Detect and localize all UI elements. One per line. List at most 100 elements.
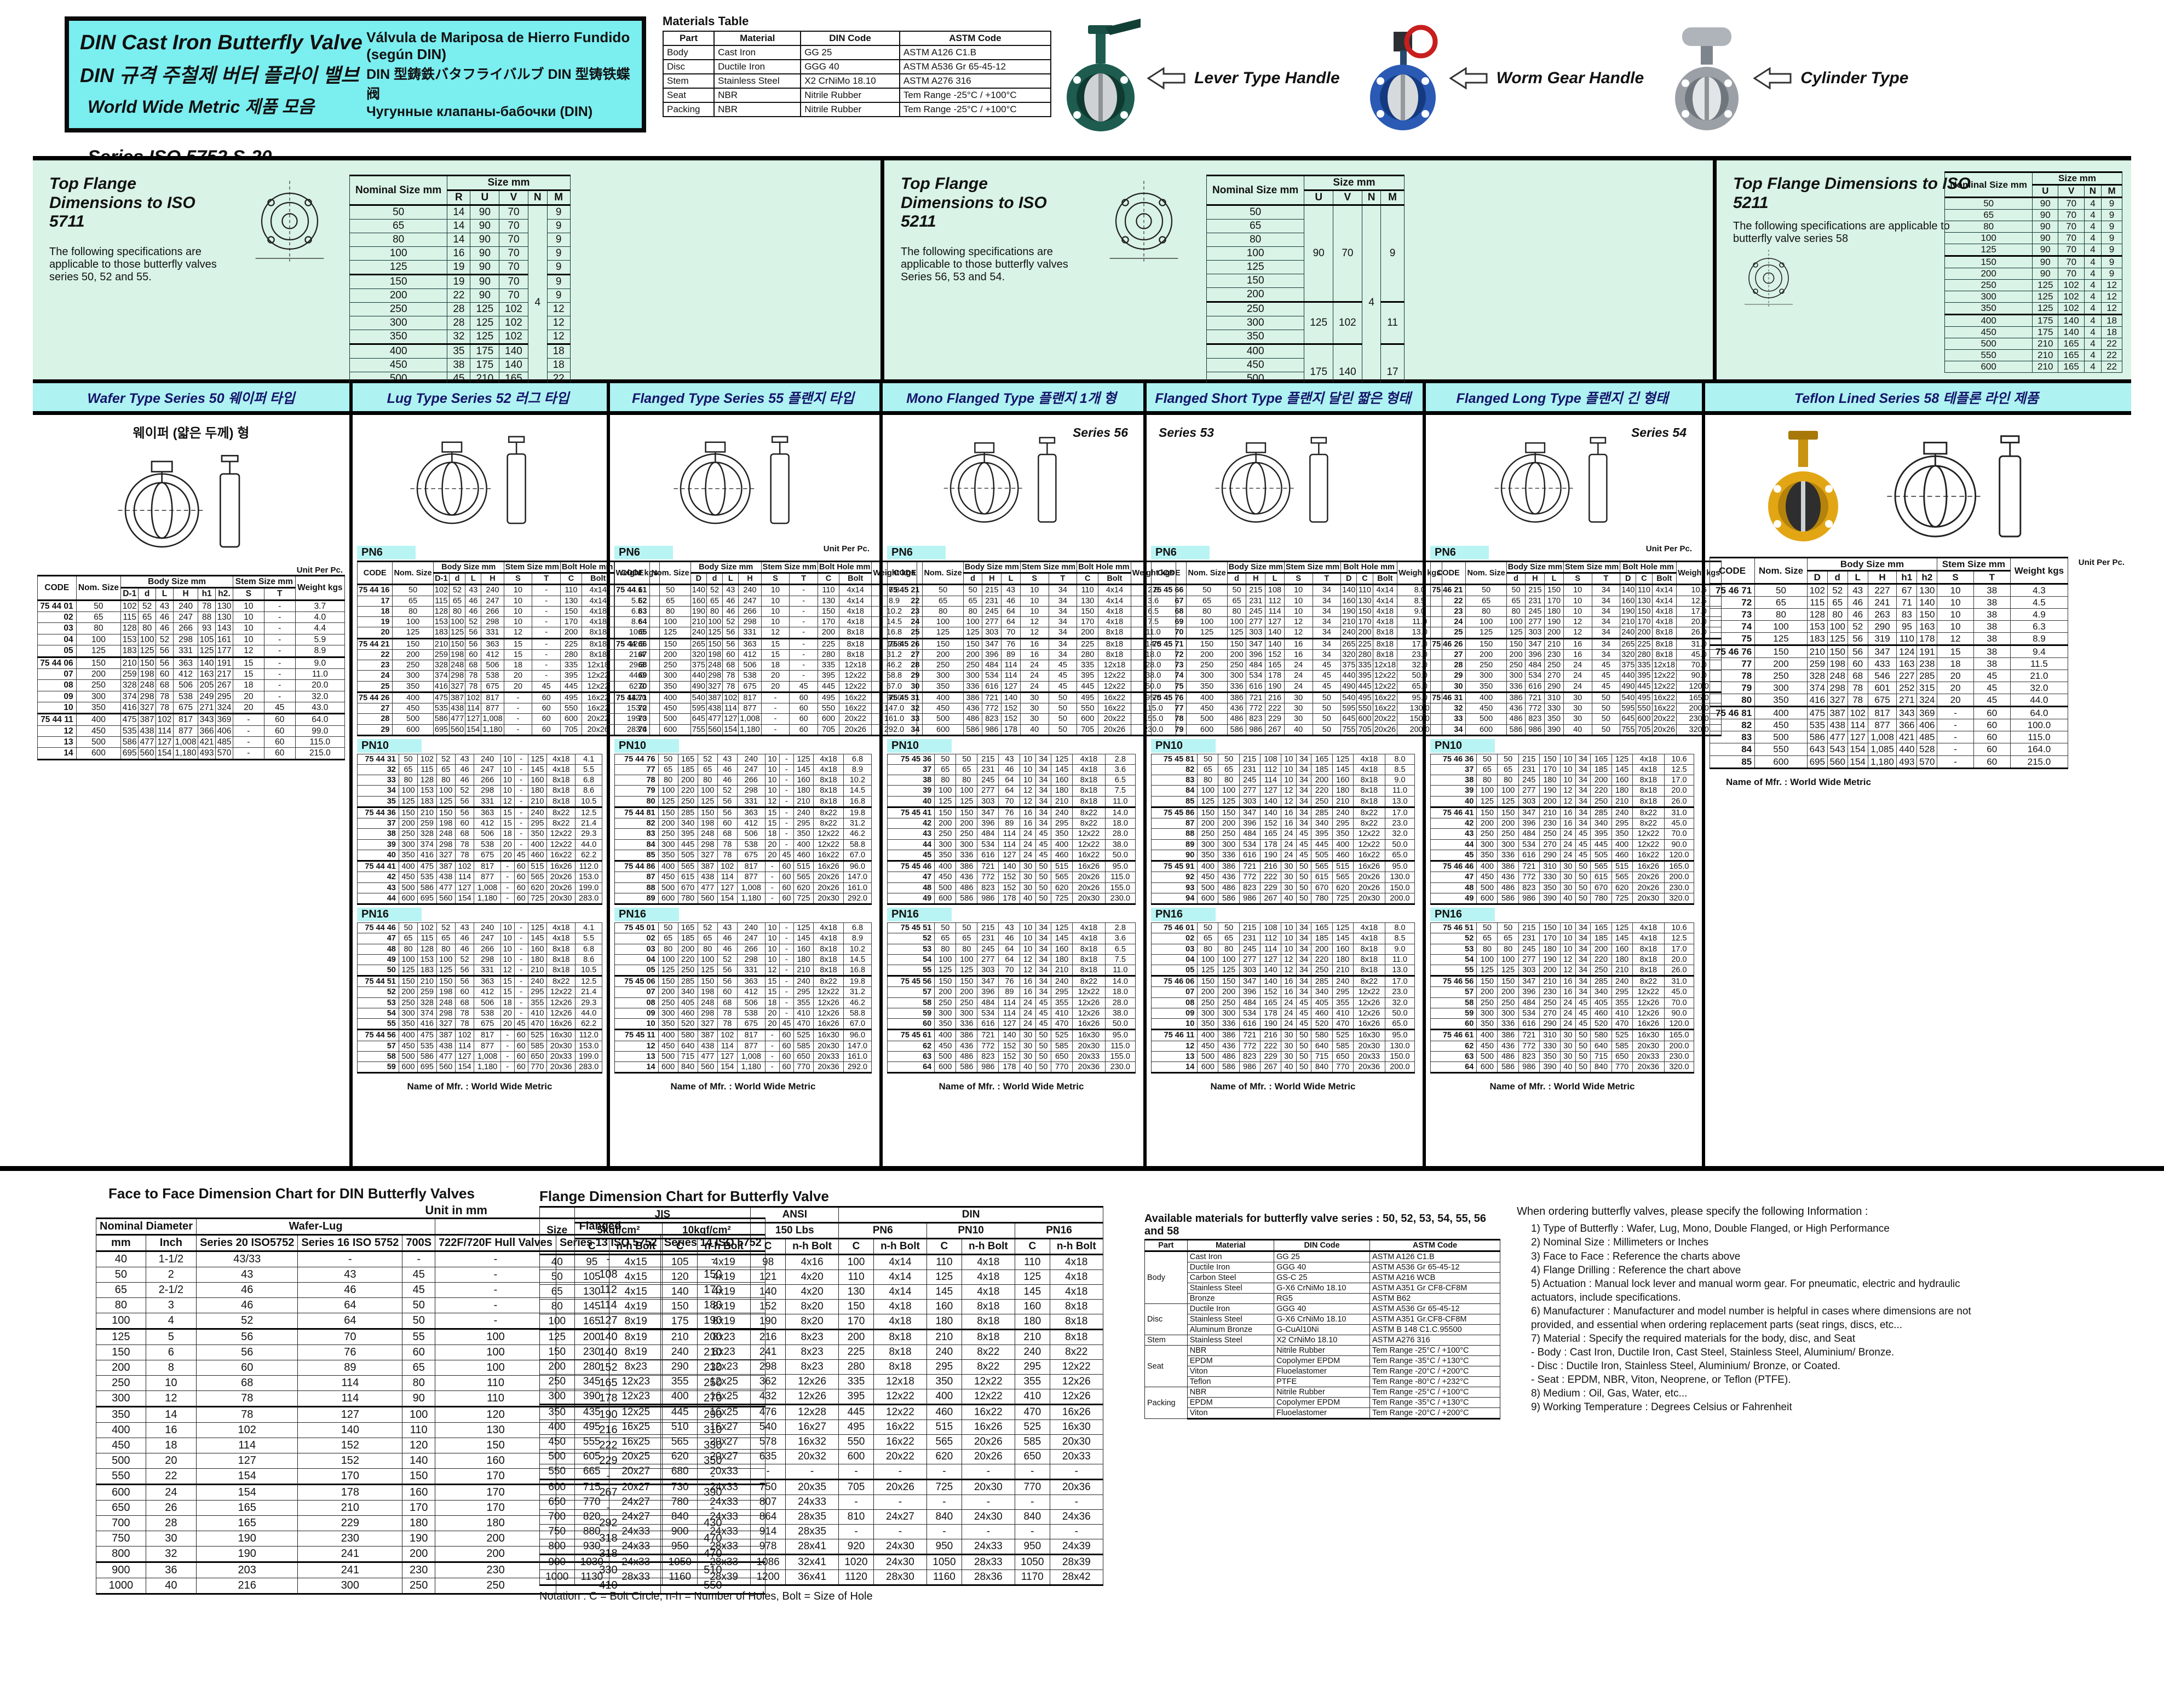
iso5211-title: Top Flange Dimensions to ISO 5211 (901, 175, 1047, 230)
iso5211-flange-drawing (1095, 175, 1193, 268)
pn6-label: PN6 (887, 546, 946, 559)
top-flange-iso5211-panel: Top Flange Dimensions to ISO 5211 The fo… (880, 160, 1713, 400)
page-title-korean: DIN 규격 주철제 버터 플라이 밸브 (80, 64, 359, 86)
cylinder-type-group: Cylinder Type (1666, 15, 1908, 141)
mono-pn10-table: 75 45 36 50 50 215 43 10 34 125 4x18 2.8 37 65 65 231… (887, 753, 1136, 905)
section-divider (0, 1166, 2164, 1171)
top-flange-iso5711-panel: Top Flange Dimensions to ISO 5711 The fo… (33, 160, 880, 400)
iso5211-s58-note: The following specifications are applica… (1733, 220, 1950, 245)
flanged-column: Unit Per Pc. PN6 CODE Nom. Size Body Size … (610, 419, 917, 1166)
page-title-spanish: Válvula de Mariposa de Hierro Fundido (s… (366, 28, 630, 62)
iso5211-note: The following specifications are applica… (901, 245, 1068, 283)
pn16-label: PN16 (1151, 908, 1216, 922)
mfr-name: Name of Mfr. : World Wide Metric (1210, 1081, 1356, 1092)
pn10-label: PN10 (357, 738, 422, 753)
lever-handle-group: Lever Type Handle (1060, 15, 1340, 141)
page-title-japanese: DIN 型鋳鉄バタフライバルブ DIN 型铸铁蝶阀 (366, 67, 630, 102)
pn16-label: PN16 (887, 908, 952, 922)
column-divider (1143, 383, 1147, 1166)
lug-series-header: Lug Type Series 52 러그 타입 (387, 390, 569, 406)
column-divider (1423, 383, 1426, 1166)
lug-drawing-zone (357, 420, 602, 543)
materials-table-block: Materials Table Part Material DIN Code ASTM… (662, 14, 1052, 117)
ordering-info-block: When ordering butterfly valves, please s… (1517, 1204, 1982, 1415)
iso5211-table: Nominal Size mm Size mm U V N M 50 90 70 4 9 65 80 10… (1206, 175, 1405, 400)
long-column: Series 54 Unit Per Pc. PN6 CODE Nom. Size… (1426, 419, 1722, 1166)
teflon-valve-photo (1768, 431, 1838, 541)
short-pn16-table: 75 46 01 50 50 215 108 10 34 165 125 4x18 8.0 02 65 6… (1150, 922, 1415, 1074)
flange-dimension-chart: Flange Dimension Chart for Butterfly Val… (539, 1188, 1104, 1603)
ordering-item: 4) Flange Drilling : Reference the chart… (1531, 1264, 1741, 1276)
iso5711-table: Nominal Size mm Size mm R U V N M 50 14 90 70 4 9 65 1… (349, 175, 571, 400)
iso5711-title: Top Flange Dimensions to ISO 5711 (49, 175, 195, 230)
short-series-header: Flanged Short Type 플랜지 달린 짧은 형태 (1155, 390, 1411, 406)
ordering-item: 3) Face to Face : Reference the charts a… (1531, 1250, 1741, 1262)
mono-valve-drawing (924, 431, 1099, 532)
worm-gear-group: Worm Gear Handle (1362, 15, 1644, 141)
long-valve-drawing (1475, 431, 1650, 532)
mono-pn16-table: 75 45 51 50 50 215 43 10 34 125 4x18 2.8 52 65 65 231… (887, 922, 1136, 1074)
short-pn6-table: CODE Nom. Size Body Size mm Stem Size mm Bol… (1150, 560, 1443, 736)
arrow-left-icon (1753, 67, 1792, 90)
ordering-item: 9) Working Temperature : Degrees Celsius… (1531, 1401, 1792, 1413)
mfr-name: Name of Mfr. : World Wide Metric (939, 1081, 1084, 1092)
flanged-drawing-zone (614, 420, 872, 543)
arrow-left-icon (1147, 67, 1185, 90)
available-materials-title: Available materials for butterfly valve … (1144, 1213, 1487, 1237)
flange-chart-table: Size JIS ANSI DIN 5kgf/cm² 10kgf/cm² 150 Lbs PN… (539, 1206, 1104, 1586)
unit-per-pc-label: Unit Per Pc. (2078, 558, 2125, 567)
wafer-dimension-table: CODE Nom. Size Body Size mm Stem Size mm Wei… (37, 574, 346, 760)
top-flange-iso5211-s58-panel: Top Flange Dimensions to ISO 5211 The fo… (1713, 160, 2130, 379)
short-valve-drawing (1195, 431, 1371, 532)
wafer-column: 웨이퍼 (얇은 두께) 형 Unit Per Pc. CODE Nom. Size… (33, 419, 349, 1166)
short-drawing-zone: Series 53 (1151, 420, 1415, 543)
face-to-face-chart: Face to Face Dimension Chart for DIN But… (95, 1185, 766, 1595)
cylinder-type-label: Cylinder Type (1800, 69, 1909, 87)
f2f-title: Face to Face Dimension Chart for DIN But… (108, 1185, 475, 1202)
top-flange-band: Top Flange Dimensions to ISO 5711 The fo… (33, 156, 2131, 400)
teflon-dimension-table: CODE Nom. Size Body Size mm Stem Size mm Wei… (1709, 556, 2069, 769)
series56-tag: Series 56 (1072, 425, 1128, 440)
wafer-subtitle-korean: 웨이퍼 (얇은 두께) 형 (133, 426, 250, 441)
long-series-header: Flanged Long Type 플랜지 긴 형태 (1456, 390, 1668, 406)
flange-chart-title: Flange Dimension Chart for Butterfly Val… (539, 1188, 829, 1204)
lug-pn6-table: CODE Nom. Size Body Size mm Stem Size mm Bol… (356, 560, 660, 736)
column-divider (607, 383, 610, 1166)
worm-gear-label: Worm Gear Handle (1496, 69, 1644, 87)
mono-drawing-zone: Series 56 (887, 420, 1136, 543)
mfr-name: Name of Mfr. : World Wide Metric (670, 1081, 816, 1092)
pn6-label: PN6 (1151, 546, 1210, 559)
flange-chart-notation: Notation : C = Bolt Circle, n-h = Number… (539, 1590, 873, 1602)
iso5211-s58-table: Nominal Size mm Size mm U V N M 50 90 70 4 9 65 90 70… (1944, 171, 2122, 373)
iso5211-s58-title: Top Flange Dimensions to ISO 5211 (1733, 175, 1971, 212)
lever-handle-label: Lever Type Handle (1194, 69, 1340, 87)
wafer-drawing-zone (37, 441, 345, 564)
available-materials-table: Part Material DIN Code ASTM Code Body Cast Ir… (1144, 1239, 1500, 1420)
page-title: DIN Cast Iron Butterfly Valve (80, 31, 362, 54)
page-title-worldwide: World Wide Metric 제품 모음 (88, 96, 314, 117)
flanged-series-header: Flanged Type Series 55 플랜지 타입 (632, 390, 854, 406)
worm-gear-valve-photo (1369, 25, 1438, 130)
mfr-name: Name of Mfr. : World Wide Metric (1726, 776, 1871, 787)
title-box: DIN Cast Iron Butterfly Valve DIN 규격 주철제… (65, 16, 646, 132)
pn16-label: PN16 (1430, 908, 1495, 922)
available-materials-block: Available materials for butterfly valve … (1144, 1213, 1500, 1420)
wafer-series-header: Wafer Type Series 50 웨이퍼 타입 (87, 390, 295, 406)
ordering-item: - Body : Cast Iron, Ductile Iron, Cast S… (1531, 1347, 1895, 1359)
mfr-name: Name of Mfr. : World Wide Metric (407, 1081, 552, 1092)
cylinder-valve-photo (1675, 27, 1739, 130)
iso5211-s58-flange-drawing (1733, 245, 1804, 311)
ordering-item: - Disc : Ductile Iron, Stainless Steel, … (1531, 1360, 1840, 1372)
wafer-valve-drawing (93, 448, 290, 558)
teflon-series-header: Teflon Lined Series 58 테플론 라인 제품 (1794, 390, 2039, 406)
pn10-label: PN10 (614, 738, 680, 753)
pn10-label: PN10 (1151, 738, 1216, 753)
short-column: Series 53 PN6 CODE Nom. Size Body Size mm S… (1147, 419, 1443, 1166)
unit-per-pc-label: Unit Per Pc. (296, 566, 343, 575)
ordering-title: When ordering butterfly valves, please s… (1517, 1205, 1868, 1217)
pn6-label: PN6 (1430, 546, 1489, 559)
arrow-left-icon (1449, 67, 1488, 90)
iso5711-flange-drawing (243, 175, 336, 268)
ordering-item: - Seat : EPDM, NBR, Viton, Neoprene, or … (1531, 1374, 1791, 1386)
